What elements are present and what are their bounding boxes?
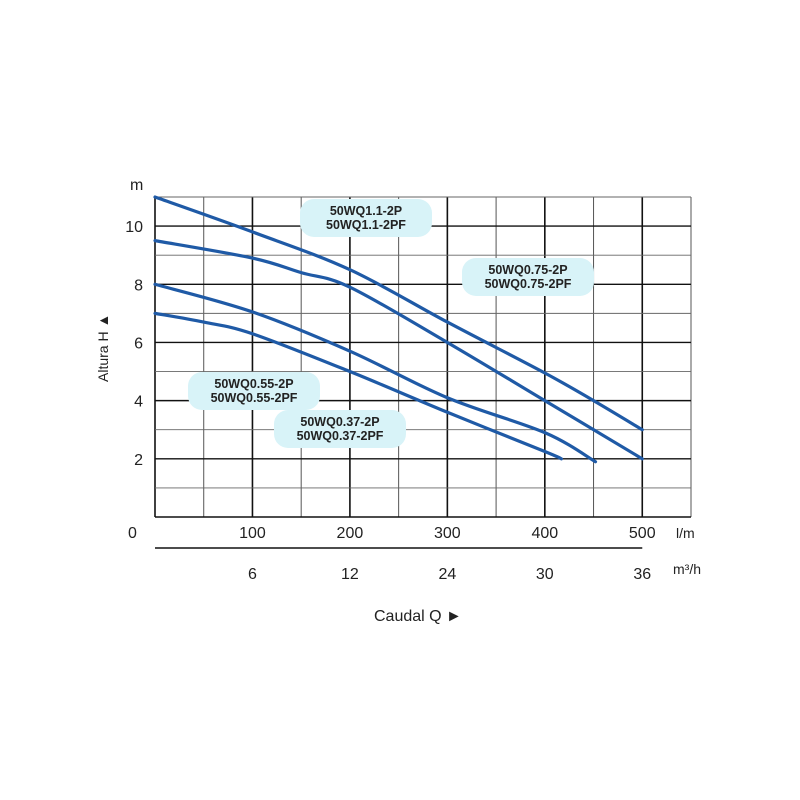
x-tick-label: 0 — [128, 525, 137, 542]
series-line — [153, 195, 644, 432]
series-label-bubble — [462, 258, 594, 296]
y-tick-label: 8 — [134, 277, 143, 294]
x2-tick-label: 36 — [633, 566, 651, 583]
series-label: 50WQ0.55-2PF — [211, 391, 298, 405]
x2-tick-label: 6 — [248, 566, 257, 583]
x-unit-label: l/m — [676, 525, 695, 541]
x-tick-label: 200 — [337, 525, 364, 542]
y-tick-label: 6 — [134, 335, 143, 352]
x-axis-title: Caudal Q ► — [374, 608, 462, 625]
x2-unit-label: m³/h — [673, 561, 701, 577]
series-label-bubble — [300, 199, 432, 237]
series-line — [153, 282, 598, 464]
y-tick-label: 4 — [134, 394, 143, 411]
y-tick-label: 2 — [134, 452, 143, 469]
x2-tick-label: 24 — [438, 566, 456, 583]
y-axis-title: Altura H ▲ — [95, 314, 111, 382]
series-line — [153, 311, 563, 461]
series-label-bubble — [274, 410, 406, 448]
x-tick-label: 500 — [629, 525, 656, 542]
y-tick-label: 10 — [125, 219, 143, 236]
curves — [153, 195, 644, 464]
series-label: 50WQ0.37-2PF — [297, 429, 384, 443]
series-label-bubble — [188, 372, 320, 410]
series-label: 50WQ1.1-2PF — [326, 218, 406, 232]
x2-tick-label: 30 — [536, 566, 554, 583]
series-line — [153, 239, 644, 461]
series-label: 50WQ0.75-2P — [488, 263, 567, 277]
x-tick-label: 300 — [434, 525, 461, 542]
grid — [154, 196, 692, 518]
x-tick-label: 100 — [239, 525, 266, 542]
x-tick-label: 400 — [531, 525, 558, 542]
x2-tick-label: 12 — [341, 566, 359, 583]
y-unit-label: m — [130, 177, 143, 194]
series-label: 50WQ0.55-2P — [214, 377, 293, 391]
series-label: 50WQ0.37-2P — [300, 415, 379, 429]
series-label: 50WQ1.1-2P — [330, 204, 402, 218]
series-label: 50WQ0.75-2PF — [485, 277, 572, 291]
